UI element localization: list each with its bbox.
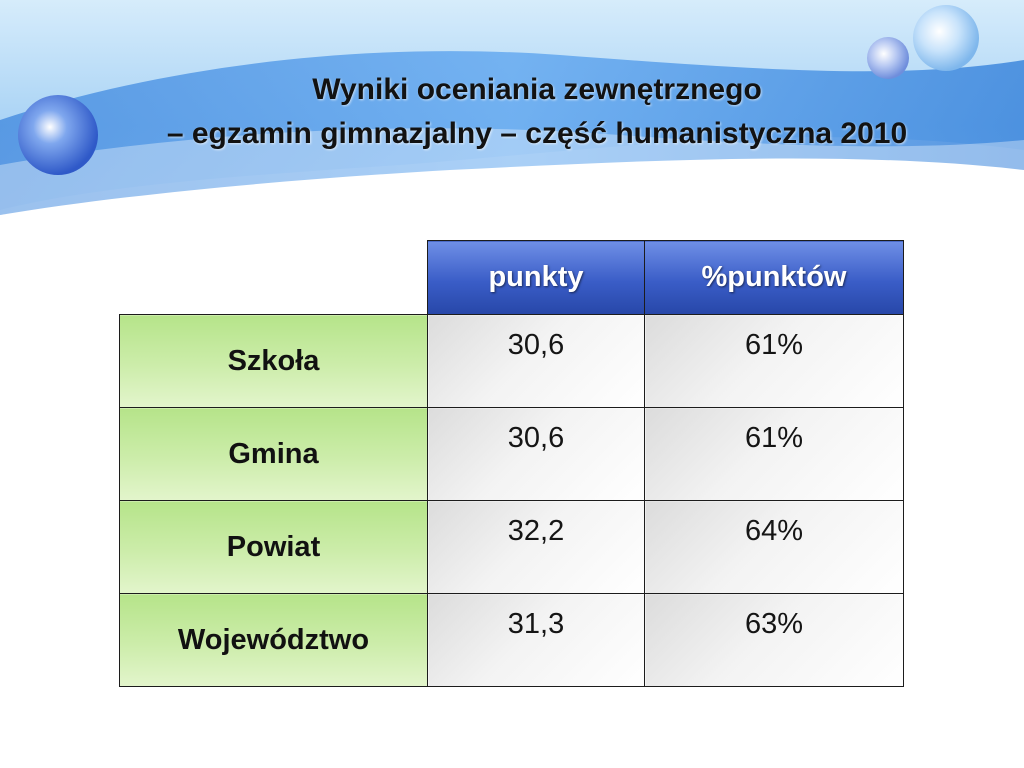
table-row: Szkoła 30,6 61% <box>119 314 904 408</box>
row-label-wojewodztwo: Województwo <box>119 593 428 687</box>
header-banner <box>0 0 1024 215</box>
header-punkty: punkty <box>427 240 645 315</box>
table-header-row: punkty %punktów <box>120 240 904 315</box>
cell-procent: 64% <box>644 500 904 594</box>
table-row: Gmina 30,6 61% <box>119 407 904 501</box>
title-line-2: – egzamin gimnazjalny – część humanistyc… <box>166 117 908 150</box>
row-label-powiat: Powiat <box>119 500 428 594</box>
cell-procent: 63% <box>644 593 904 687</box>
cell-punkty: 30,6 <box>427 407 645 501</box>
table-row: Powiat 32,2 64% <box>119 500 904 594</box>
results-table: punkty %punktów Szkoła 30,6 61% Gmina 30… <box>119 240 904 687</box>
cell-punkty: 32,2 <box>427 500 645 594</box>
bubble-decoration-right-small <box>867 37 909 79</box>
title-line-1: Wyniki oceniania zewnętrznego <box>312 73 762 106</box>
header-procent-punktow: %punktów <box>644 240 904 315</box>
bubble-decoration-left <box>18 95 98 175</box>
slide-title: Wyniki oceniania zewnętrznego – egzamin … <box>0 68 1024 156</box>
cell-procent: 61% <box>644 407 904 501</box>
cell-punkty: 30,6 <box>427 314 645 408</box>
table-corner-cell <box>120 241 428 315</box>
table-row: Województwo 31,3 63% <box>119 593 904 687</box>
row-label-szkola: Szkoła <box>119 314 428 408</box>
bubble-decoration-right-large <box>913 5 979 71</box>
row-label-gmina: Gmina <box>119 407 428 501</box>
cell-procent: 61% <box>644 314 904 408</box>
cell-punkty: 31,3 <box>427 593 645 687</box>
